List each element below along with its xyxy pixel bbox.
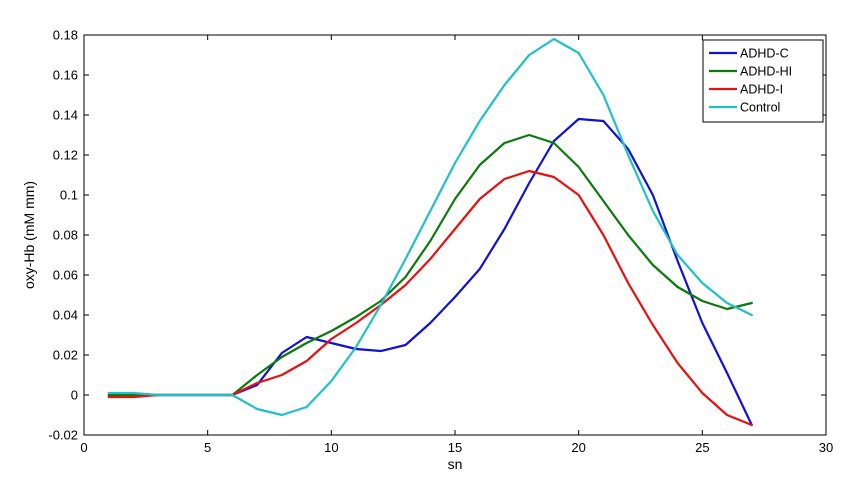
y-tick-label: 0.18 (53, 28, 78, 43)
x-axis: 0 5 10 15 20 25 30 (80, 35, 833, 455)
y-tick-label: 0.02 (53, 348, 78, 363)
y-tick-label: 0.12 (53, 148, 78, 163)
y-axis: -0.02 0 0.02 0.04 0.06 0.08 0.1 0.12 0.14 0.16 0.1… (48, 28, 826, 443)
y-tick-label: 0.06 (53, 268, 78, 283)
y-tick-label: 0.04 (53, 308, 78, 323)
y-tick-label: 0.16 (53, 68, 78, 83)
y-tick-label: -0.02 (48, 428, 78, 443)
legend: ADHD-C ADHD-HI ADHD-I Control (702, 39, 824, 123)
x-tick-label: 10 (324, 440, 338, 455)
x-tick-label: 0 (80, 440, 87, 455)
x-tick-label: 15 (448, 440, 462, 455)
x-tick-label: 30 (819, 440, 833, 455)
series-lines (107, 37, 753, 427)
y-tick-label: 0.1 (60, 188, 78, 203)
y-tick-label: 0.08 (53, 228, 78, 243)
series-line-control (107, 37, 753, 417)
legend-label: Control (740, 101, 780, 115)
legend-label: ADHD-C (740, 47, 789, 61)
x-axis-label: sn (448, 456, 463, 472)
y-tick-label: 0 (71, 388, 78, 403)
plot-area (83, 34, 827, 436)
y-tick-label: 0.14 (53, 108, 78, 123)
x-tick-label: 20 (571, 440, 585, 455)
x-tick-label: 5 (204, 440, 211, 455)
x-tick-label: 25 (695, 440, 709, 455)
y-axis-label: oxy-Hb (mM mm) (21, 181, 37, 289)
legend-label: ADHD-HI (740, 65, 792, 79)
legend-box (702, 39, 824, 123)
legend-label: ADHD-I (740, 83, 783, 97)
